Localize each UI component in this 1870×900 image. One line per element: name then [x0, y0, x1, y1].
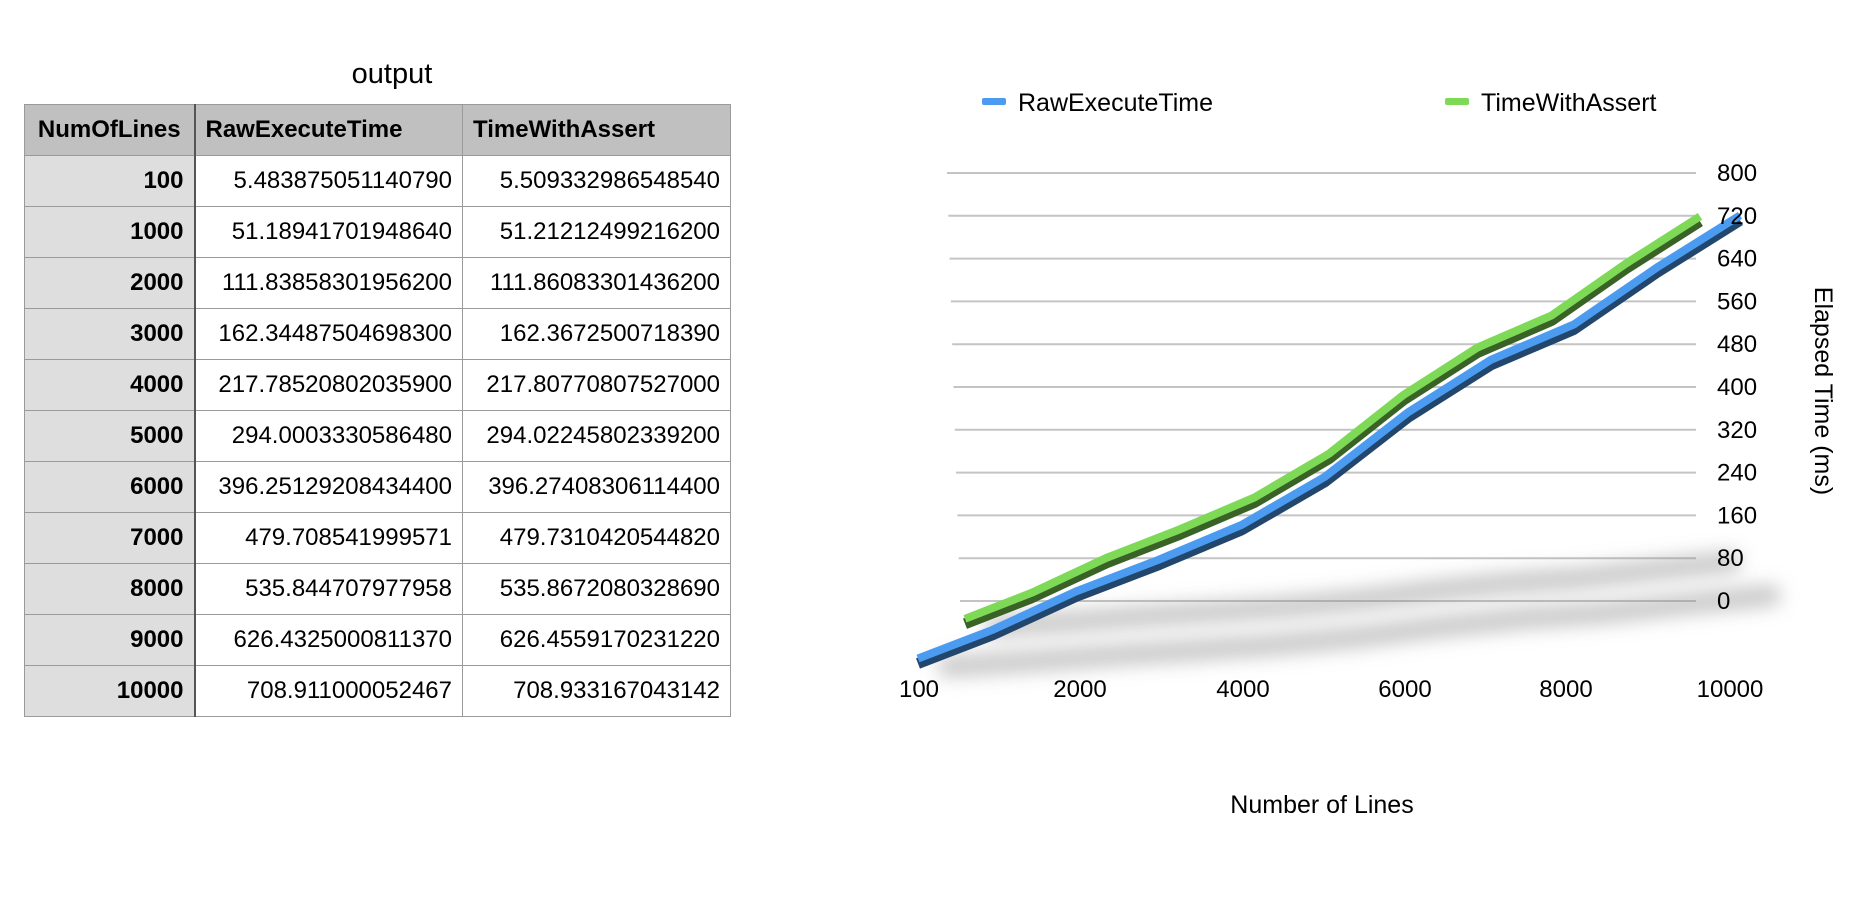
- legend-swatch: [982, 98, 1006, 105]
- table-header-row: NumOfLines RawExecuteTime TimeWithAssert: [24, 104, 731, 156]
- legend: RawExecuteTime TimeWithAssert: [982, 89, 1657, 117]
- legend-swatch: [1445, 98, 1469, 105]
- y-tick-label: 720: [1717, 203, 1757, 230]
- table-row: 2000 111.83858301956200 111.86083301436200: [24, 257, 731, 309]
- table-title: output: [351, 58, 433, 90]
- assert-time-cell: 535.8672080328690: [462, 563, 731, 615]
- y-tick-label: 0: [1717, 588, 1730, 615]
- gridlines: [947, 172, 1696, 602]
- assert-time-cell: 162.3672500718390: [462, 308, 731, 360]
- y-tick-labels: 0 80 160 240 320 400 480 560 640 720 800: [1717, 160, 1757, 615]
- table-row: 3000 162.34487504698300 162.3672500718390: [24, 308, 731, 360]
- raw-time-cell: 708.911000052467: [194, 665, 463, 717]
- x-tick-label: 10000: [1697, 676, 1764, 703]
- series-line-side: [916, 215, 1743, 669]
- assert-time-cell: 479.7310420544820: [462, 512, 731, 564]
- data-table-panel: output NumOfLines RawExecuteTime TimeWit…: [24, 54, 731, 717]
- series-shadow-timewithassert: [984, 551, 1741, 638]
- series-shadow-rawexecutetime: [937, 584, 1781, 678]
- y-axis-title: Elapsed Time (ms): [1809, 287, 1837, 495]
- raw-time-cell: 535.844707977958: [194, 563, 463, 615]
- raw-time-cell: 396.25129208434400: [194, 461, 463, 513]
- header-timewithassert: TimeWithAssert: [462, 104, 731, 156]
- series-line-rawexecutetime: [916, 212, 1743, 669]
- row-label-cell: 8000: [24, 563, 196, 615]
- legend-item: TimeWithAssert: [1445, 89, 1657, 117]
- row-label-cell: 1000: [24, 206, 196, 258]
- legend-label: TimeWithAssert: [1481, 89, 1657, 117]
- assert-time-cell: 111.86083301436200: [462, 257, 731, 309]
- table-row: 8000 535.844707977958 535.8672080328690: [24, 563, 731, 615]
- data-table: NumOfLines RawExecuteTime TimeWithAssert…: [24, 104, 731, 717]
- y-tick-label: 160: [1717, 502, 1757, 529]
- x-tick-label: 100: [899, 676, 939, 703]
- x-axis-title: Number of Lines: [1230, 791, 1413, 819]
- row-label-cell: 2000: [24, 257, 196, 309]
- y-tick-label: 800: [1717, 160, 1757, 187]
- y-tick-label: 560: [1717, 288, 1757, 315]
- y-tick-label: 400: [1717, 374, 1757, 401]
- table-row: 6000 396.25129208434400 396.27408306114400: [24, 461, 731, 513]
- x-tick-label: 8000: [1539, 676, 1592, 703]
- x-tick-label: 2000: [1053, 676, 1106, 703]
- y-tick-label: 640: [1717, 246, 1757, 273]
- series-line-timewithassert: [962, 213, 1703, 629]
- row-label-cell: 6000: [24, 461, 196, 513]
- header-numoflines: NumOfLines: [24, 104, 196, 156]
- raw-time-cell: 162.34487504698300: [194, 308, 463, 360]
- raw-time-cell: 5.483875051140790: [194, 155, 463, 207]
- series-shadows: [937, 551, 1781, 678]
- header-rawexecutetime: RawExecuteTime: [194, 104, 463, 156]
- row-label-cell: 10000: [24, 665, 196, 717]
- row-label-cell: 3000: [24, 308, 196, 360]
- assert-time-cell: 5.509332986548540: [462, 155, 731, 207]
- series-lines: [916, 212, 1743, 669]
- y-tick-label: 480: [1717, 331, 1757, 358]
- raw-time-cell: 479.708541999571: [194, 512, 463, 564]
- series-line-side: [962, 216, 1703, 629]
- assert-time-cell: 708.933167043142: [462, 665, 731, 717]
- x-tick-label: 6000: [1378, 676, 1431, 703]
- raw-time-cell: 626.4325000811370: [194, 614, 463, 666]
- assert-time-cell: 396.27408306114400: [462, 461, 731, 513]
- table-row: 9000 626.4325000811370 626.4559170231220: [24, 614, 731, 666]
- table-row: 10000 708.911000052467 708.933167043142: [24, 665, 731, 717]
- row-label-cell: 9000: [24, 614, 196, 666]
- raw-time-cell: 217.78520802035900: [194, 359, 463, 411]
- table-row: 7000 479.708541999571 479.7310420544820: [24, 512, 731, 564]
- legend-item: RawExecuteTime: [982, 89, 1213, 117]
- assert-time-cell: 51.21212499216200: [462, 206, 731, 258]
- x-tick-labels: 100 2000 4000 6000 8000 10000: [899, 676, 1763, 703]
- x-tick-label: 4000: [1216, 676, 1269, 703]
- row-label-cell: 5000: [24, 410, 196, 462]
- y-tick-label: 240: [1717, 460, 1757, 487]
- y-tick-label: 320: [1717, 417, 1757, 444]
- legend-label: RawExecuteTime: [1018, 89, 1213, 117]
- row-label-cell: 7000: [24, 512, 196, 564]
- y-tick-label: 80: [1717, 545, 1744, 572]
- raw-time-cell: 294.0003330586480: [194, 410, 463, 462]
